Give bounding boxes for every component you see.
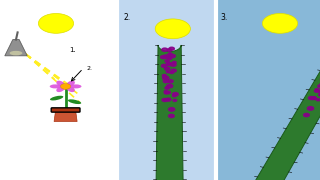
Bar [0,0,117,180]
Circle shape [161,56,166,59]
Circle shape [312,97,316,99]
Ellipse shape [10,51,22,55]
Circle shape [162,48,168,51]
Circle shape [168,53,172,55]
Ellipse shape [68,99,81,104]
Text: 2.: 2. [123,13,130,22]
Polygon shape [156,45,183,180]
Circle shape [169,108,175,111]
Circle shape [170,54,175,58]
Circle shape [171,69,176,72]
Circle shape [316,99,320,101]
Circle shape [167,98,171,101]
Circle shape [163,80,168,83]
Circle shape [162,98,167,102]
Circle shape [166,63,171,65]
Circle shape [165,87,169,89]
Circle shape [311,97,316,100]
Circle shape [165,60,169,62]
Text: 1.: 1. [69,47,76,53]
Circle shape [164,91,167,92]
Ellipse shape [56,86,65,92]
Circle shape [166,71,170,73]
Circle shape [162,75,166,77]
Circle shape [167,80,173,83]
Polygon shape [54,110,77,122]
Circle shape [167,84,173,88]
Circle shape [172,61,176,64]
Circle shape [318,94,320,96]
Polygon shape [252,41,320,180]
Ellipse shape [50,84,61,88]
Text: 3.: 3. [221,13,228,22]
Circle shape [171,63,176,66]
Circle shape [169,114,174,118]
Text: 2.: 2. [86,66,92,71]
Bar [216,0,320,180]
Ellipse shape [67,86,75,92]
Circle shape [316,89,320,92]
Circle shape [304,113,309,117]
Circle shape [155,19,190,39]
Ellipse shape [56,81,65,87]
Circle shape [166,91,170,94]
Circle shape [308,96,314,100]
Circle shape [314,90,318,92]
Circle shape [164,67,170,70]
Circle shape [315,89,318,91]
Circle shape [38,14,74,33]
Circle shape [163,76,169,80]
Circle shape [165,98,171,101]
Circle shape [164,92,168,94]
Circle shape [60,84,71,89]
Circle shape [167,49,172,51]
Circle shape [262,14,298,33]
Circle shape [169,47,174,50]
Ellipse shape [50,96,63,100]
Circle shape [319,92,320,95]
Circle shape [308,107,314,110]
Circle shape [164,55,169,58]
Circle shape [318,85,320,87]
Polygon shape [5,40,27,56]
Circle shape [172,95,176,97]
Circle shape [161,64,167,67]
Bar [117,0,216,180]
FancyBboxPatch shape [51,108,80,112]
Circle shape [170,71,174,73]
Circle shape [167,57,172,60]
Circle shape [172,93,178,96]
Ellipse shape [70,84,82,88]
Circle shape [166,62,172,66]
Circle shape [173,99,177,102]
Ellipse shape [67,81,75,87]
